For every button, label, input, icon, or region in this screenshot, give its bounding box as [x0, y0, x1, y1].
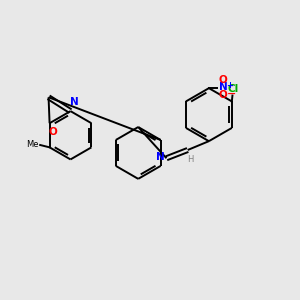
Text: −: −: [227, 89, 236, 99]
Text: Cl: Cl: [228, 84, 239, 94]
Text: H: H: [188, 155, 194, 164]
Text: N: N: [156, 152, 165, 162]
Text: Me: Me: [26, 140, 38, 149]
Text: O: O: [219, 75, 227, 85]
Text: O: O: [48, 127, 57, 137]
Text: N: N: [70, 97, 78, 107]
Text: N: N: [219, 82, 227, 92]
Text: O: O: [219, 90, 227, 100]
Text: +: +: [226, 81, 233, 90]
